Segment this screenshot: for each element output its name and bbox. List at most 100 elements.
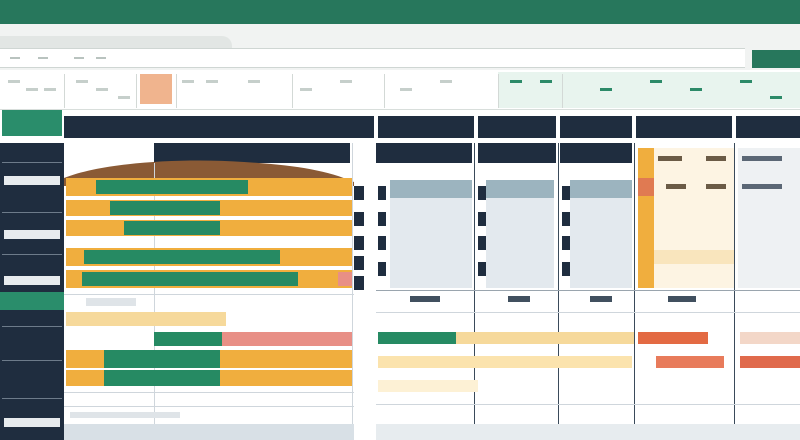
cell-value xyxy=(706,184,726,189)
highlight-column xyxy=(638,148,654,288)
tab-icon xyxy=(10,57,20,59)
table-header-col-d[interactable] xyxy=(636,116,732,138)
bar-row xyxy=(378,356,632,368)
bar-row xyxy=(378,380,478,392)
ribbon-tool-icon[interactable] xyxy=(440,80,452,83)
ribbon-tool-icon[interactable] xyxy=(340,80,352,83)
sheet-tab[interactable] xyxy=(2,110,62,136)
section-header xyxy=(376,143,472,163)
sidebar-divider xyxy=(2,212,62,213)
ribbon-tool-icon[interactable] xyxy=(140,74,172,104)
grid-line xyxy=(376,312,800,313)
cell-value xyxy=(742,184,782,189)
bar-row xyxy=(66,312,226,326)
ribbon-tool-icon[interactable] xyxy=(76,80,88,83)
ribbon-tool-icon[interactable] xyxy=(690,88,702,91)
data-column xyxy=(654,148,734,288)
bar-segment xyxy=(740,356,800,368)
table-header-col-b[interactable] xyxy=(478,116,556,138)
cell-value xyxy=(742,156,782,161)
ribbon-tool-icon[interactable] xyxy=(44,88,56,91)
section-header xyxy=(154,143,350,163)
ribbon-tool-icon[interactable] xyxy=(96,88,108,91)
cell-value xyxy=(666,184,686,189)
column-header-cell xyxy=(390,180,472,198)
bar-segment xyxy=(740,332,800,344)
sidebar-divider xyxy=(2,360,62,361)
bar-segment xyxy=(84,250,280,264)
grid-line xyxy=(376,290,800,291)
tab-icon xyxy=(96,57,106,59)
section-header xyxy=(478,143,556,163)
ribbon-tool-icon[interactable] xyxy=(540,80,552,83)
sidebar-item[interactable] xyxy=(4,276,60,285)
grid-line xyxy=(376,404,800,405)
row-marker xyxy=(562,236,570,250)
bar-segment xyxy=(96,180,248,194)
ribbon-tool-icon[interactable] xyxy=(740,80,752,83)
table-header-main[interactable] xyxy=(64,116,374,138)
table-header-col-e[interactable] xyxy=(736,116,800,138)
ribbon-tool-icon[interactable] xyxy=(400,88,412,91)
ribbon-tool-icon[interactable] xyxy=(248,80,260,83)
summary-marker xyxy=(590,296,612,302)
data-column xyxy=(738,148,800,288)
ribbon-tool-icon[interactable] xyxy=(182,80,194,83)
ribbon-tool-icon[interactable] xyxy=(206,80,218,83)
ribbon-separator xyxy=(176,74,177,108)
sidebar-item[interactable] xyxy=(4,418,60,427)
row-marker xyxy=(562,262,570,276)
cell-value xyxy=(658,156,682,161)
row-marker xyxy=(562,212,570,226)
row-marker xyxy=(478,262,486,276)
bar-segment xyxy=(110,201,220,215)
ribbon-tool-icon[interactable] xyxy=(600,88,612,91)
data-column xyxy=(570,180,632,288)
bar-segment xyxy=(222,332,352,346)
sidebar-item[interactable] xyxy=(4,230,60,239)
address-bar[interactable] xyxy=(0,48,745,68)
data-column xyxy=(486,180,554,288)
row-label xyxy=(70,412,180,418)
summary-marker xyxy=(668,296,696,302)
bar-row xyxy=(64,424,354,440)
bar-segment xyxy=(656,356,724,368)
table-header-col-a[interactable] xyxy=(378,116,474,138)
section-header xyxy=(560,143,632,163)
cell-value xyxy=(706,156,726,161)
ribbon-tool-icon[interactable] xyxy=(26,88,38,91)
window-control[interactable] xyxy=(752,50,800,68)
bar-segment xyxy=(82,272,298,286)
ribbon-tool-icon[interactable] xyxy=(300,88,312,91)
summary-marker xyxy=(410,296,440,302)
bar-row xyxy=(456,332,634,344)
ribbon-tool-icon[interactable] xyxy=(8,80,20,83)
ribbon-tool-icon[interactable] xyxy=(118,96,130,99)
bar-segment xyxy=(378,332,456,344)
row-marker xyxy=(354,186,364,200)
row-marker xyxy=(354,236,364,250)
row-marker xyxy=(354,256,364,270)
sidebar-divider xyxy=(2,254,62,255)
grid-line xyxy=(64,294,354,295)
row-marker xyxy=(478,236,486,250)
ribbon-separator xyxy=(64,74,65,108)
table-header-col-c[interactable] xyxy=(560,116,632,138)
column-header-cell xyxy=(570,180,632,198)
bar-segment xyxy=(638,332,708,344)
row-marker xyxy=(378,212,386,226)
ribbon-group xyxy=(498,72,800,108)
bar-segment xyxy=(154,332,222,346)
row-marker xyxy=(478,186,486,200)
sidebar-item-active[interactable] xyxy=(0,292,64,310)
bar-segment xyxy=(338,272,352,286)
ribbon-tool-icon[interactable] xyxy=(770,96,782,99)
sidebar-item[interactable] xyxy=(4,176,60,185)
row-marker xyxy=(478,212,486,226)
ribbon-tool-icon[interactable] xyxy=(650,80,662,83)
row-marker xyxy=(378,186,386,200)
row-marker xyxy=(354,212,364,226)
sidebar xyxy=(0,143,64,440)
row-marker xyxy=(562,186,570,200)
ribbon-tool-icon[interactable] xyxy=(510,80,522,83)
